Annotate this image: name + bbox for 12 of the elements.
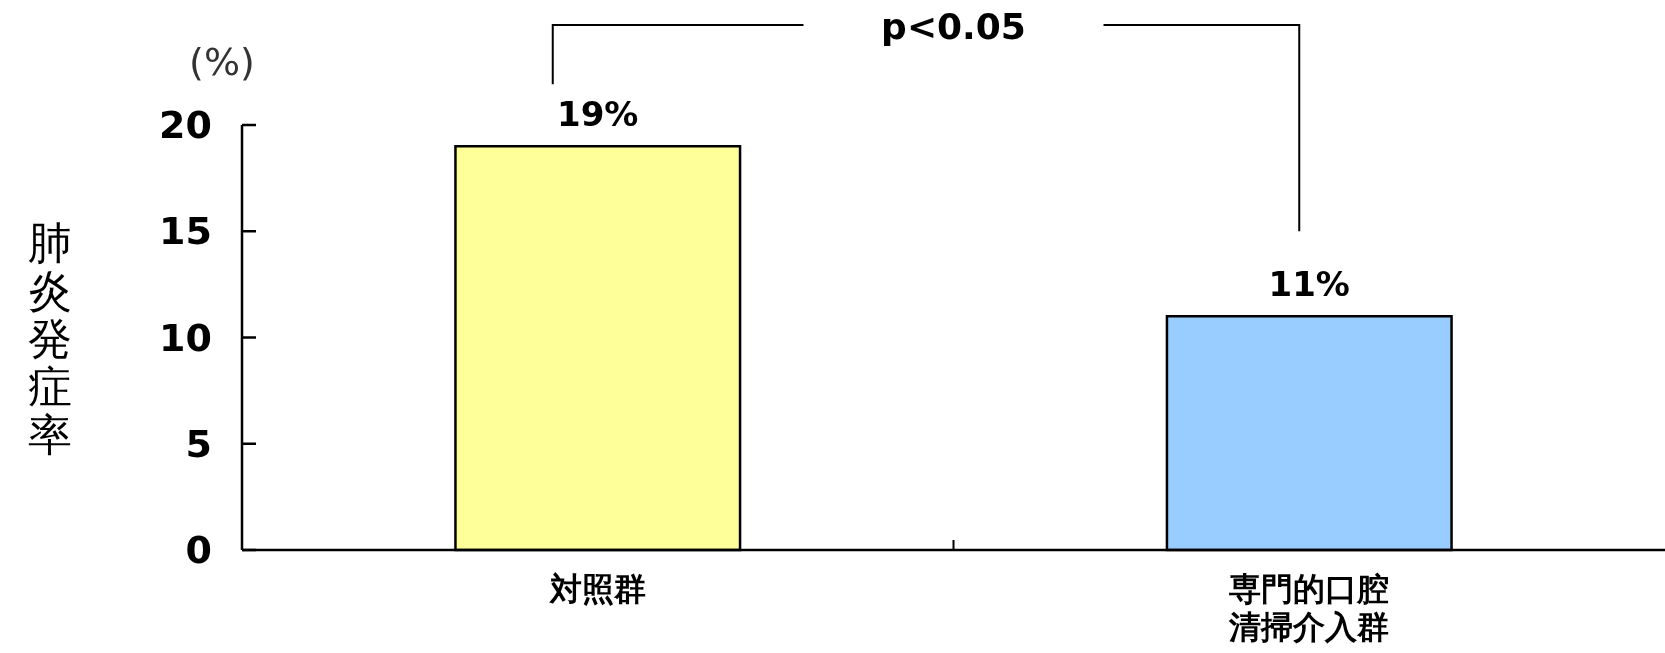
y-axis-title: 肺炎発症率 (28, 216, 72, 460)
y-tick-label: 5 (185, 421, 212, 466)
y-tick-label: 15 (159, 209, 212, 254)
text: p<0.05 (881, 6, 1026, 47)
y-tick-label: 10 (159, 315, 212, 360)
data-label: 11% (1268, 264, 1350, 305)
x-tick-label: 対照群 (548, 570, 646, 608)
data-label: 19% (557, 94, 639, 135)
x-tick-label: 専門的口腔清掃介入群 (1228, 570, 1390, 646)
y-tick-label: 0 (185, 528, 212, 572)
text: (%) (189, 40, 255, 84)
y-tick-label: 20 (159, 103, 212, 147)
